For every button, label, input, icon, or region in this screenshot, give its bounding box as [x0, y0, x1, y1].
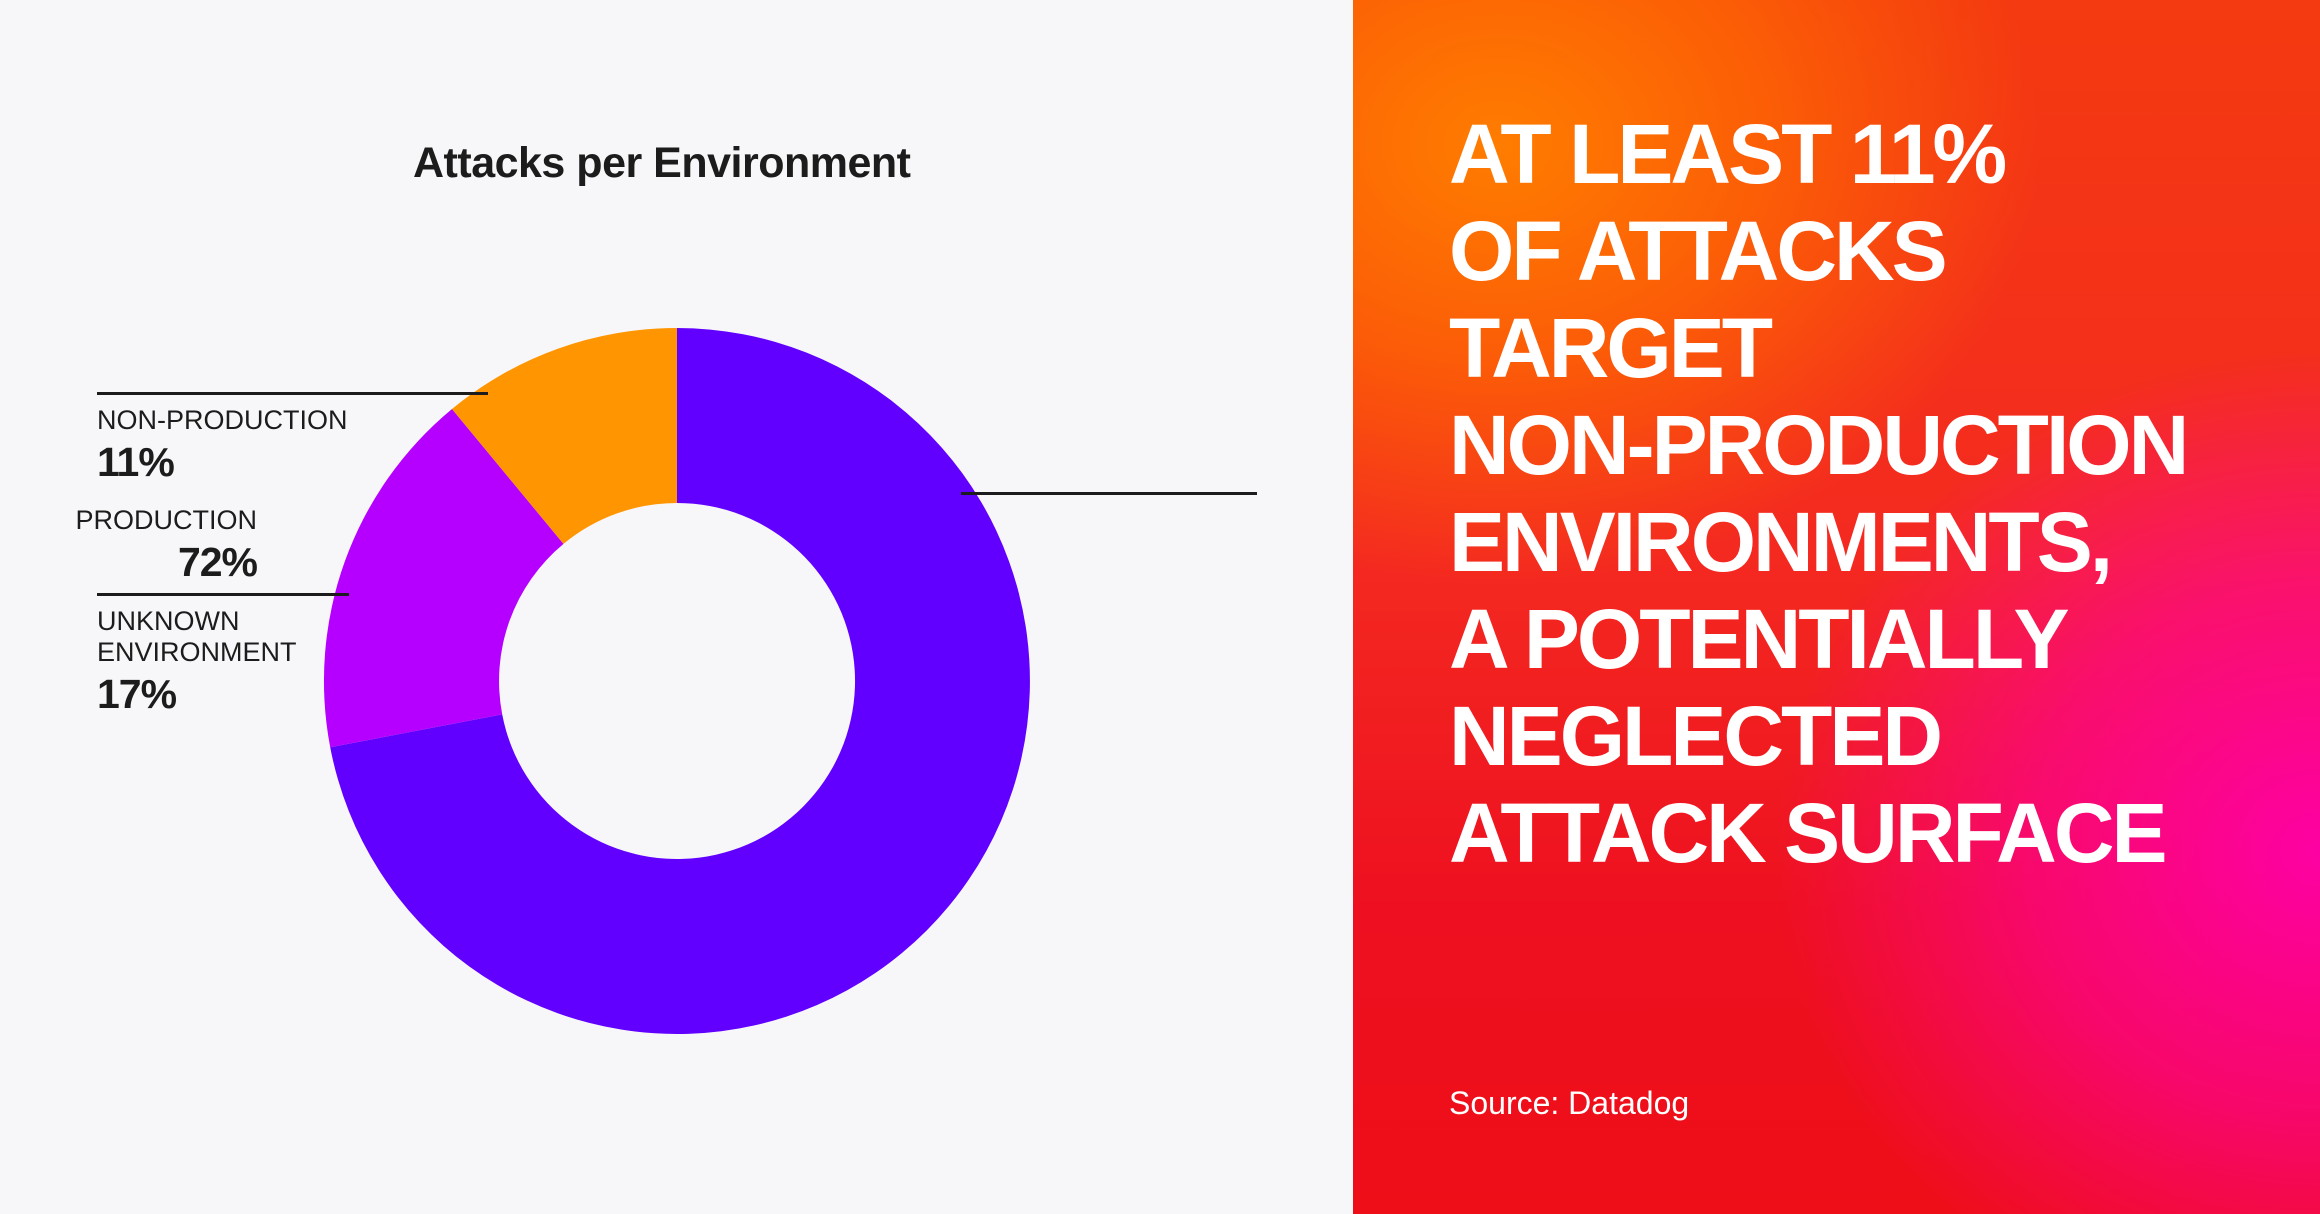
headline-line: ENVIRONMENTS, — [1449, 495, 2113, 589]
donut-chart — [323, 328, 1030, 1034]
headline-line: NEGLECTED — [1449, 689, 1943, 783]
chart-panel: Attacks per Environment NON-PRODUCTION 1… — [75, 139, 1257, 1034]
headline-line: ATTACK SURFACE — [1449, 786, 2168, 880]
headline: AT LEAST 11% OF ATTACKS TARGET NON-PRODU… — [1449, 106, 2189, 882]
label-non-production: NON-PRODUCTION 11% — [97, 405, 348, 484]
label-name-line2: ENVIRONMENT — [97, 637, 297, 667]
label-percent: 17% — [97, 671, 177, 717]
label-name-line1: UNKNOWN — [97, 606, 240, 636]
headline-line: NON-PRODUCTION — [1449, 398, 2189, 492]
headline-panel: AT LEAST 11% OF ATTACKS TARGET NON-PRODU… — [1353, 0, 2320, 1214]
leader-line-production — [961, 492, 1257, 495]
headline-line: OF ATTACKS — [1449, 204, 1948, 298]
label-name: NON-PRODUCTION — [97, 405, 348, 435]
leader-line-non-production — [97, 392, 488, 395]
label-production: PRODUCTION 72% — [76, 505, 258, 584]
label-percent: 11% — [97, 439, 175, 485]
chart-title: Attacks per Environment — [413, 139, 911, 187]
headline-line: TARGET — [1449, 301, 1773, 395]
leader-line-unknown — [97, 593, 349, 596]
headline-line: A POTENTIALLY — [1449, 592, 2070, 686]
slice-unknown-environment — [323, 409, 564, 748]
source-note: Source: Datadog — [1449, 1085, 1690, 1121]
slice-non-production — [452, 328, 677, 544]
label-unknown-environment: UNKNOWN ENVIRONMENT 17% — [97, 606, 297, 716]
slice-production — [330, 328, 1030, 1034]
label-percent: 72% — [177, 539, 258, 585]
headline-line: AT LEAST 11% — [1449, 107, 2007, 201]
label-name: PRODUCTION — [75, 505, 258, 535]
